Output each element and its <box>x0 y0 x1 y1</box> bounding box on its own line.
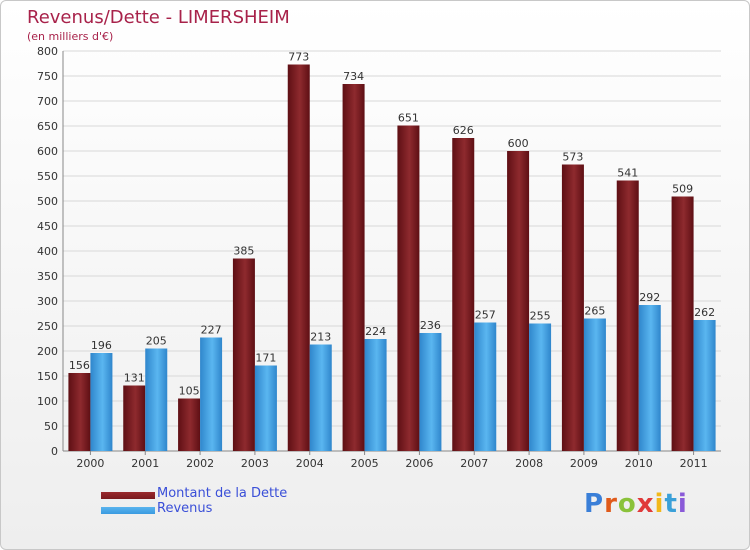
data-label: 196 <box>91 339 112 352</box>
data-label: 171 <box>255 352 276 365</box>
bar-dette <box>232 258 255 451</box>
y-tick-label: 50 <box>44 420 58 433</box>
y-tick-label: 600 <box>37 145 58 158</box>
x-tick-label: 2004 <box>296 457 324 470</box>
data-label: 156 <box>69 359 90 372</box>
data-label: 131 <box>124 372 145 385</box>
data-label: 573 <box>562 151 583 164</box>
legend-label-dette: Montant de la Dette <box>157 486 288 501</box>
bar-dette <box>397 125 420 451</box>
data-label: 626 <box>453 124 474 137</box>
chart-title: Revenus/Dette - LIMERSHEIM <box>27 7 290 28</box>
data-label: 773 <box>288 51 309 64</box>
y-tick-label: 100 <box>37 395 58 408</box>
y-tick-label: 450 <box>37 220 58 233</box>
chart-subtitle: (en milliers d'€) <box>27 30 114 43</box>
logo-letter: o <box>617 489 637 519</box>
bar-revenus <box>364 339 387 451</box>
bar-dette <box>178 398 201 451</box>
x-tick-label: 2000 <box>76 457 104 470</box>
logo-letter: r <box>604 489 618 519</box>
data-label: 600 <box>508 137 529 150</box>
bar-dette <box>671 196 694 451</box>
bar-revenus <box>474 322 497 451</box>
bar-chart: 0 50 100 150 200 250 300 350 400 450 500 550 600 650 7… <box>37 45 721 470</box>
y-tick-label: 750 <box>37 70 58 83</box>
x-tick-label: 2005 <box>351 457 379 470</box>
x-tick-label: 2011 <box>680 457 708 470</box>
bar-revenus <box>419 333 442 451</box>
data-label: 265 <box>584 305 605 318</box>
data-label: 227 <box>201 324 222 337</box>
bar-revenus <box>145 348 168 451</box>
data-label: 255 <box>530 310 551 323</box>
y-tick-label: 250 <box>37 320 58 333</box>
x-tick-label: 2006 <box>405 457 433 470</box>
y-tick-label: 800 <box>37 45 58 58</box>
data-label: 205 <box>146 335 167 348</box>
logo-letter: P <box>584 489 605 519</box>
bar-revenus <box>254 365 277 451</box>
bar-dette <box>616 180 639 451</box>
y-tick-label: 150 <box>37 370 58 383</box>
logo-letter: t <box>664 489 678 519</box>
y-tick-label: 200 <box>37 345 58 358</box>
data-label: 651 <box>398 112 419 125</box>
bar-dette <box>287 64 310 451</box>
bar-revenus <box>529 323 552 451</box>
bar-dette <box>561 164 584 451</box>
data-label: 257 <box>475 309 496 322</box>
data-label: 105 <box>179 385 200 398</box>
x-tick-label: 2001 <box>131 457 159 470</box>
bar-dette <box>68 373 91 451</box>
bar-revenus <box>693 320 716 451</box>
bar-dette <box>507 151 530 451</box>
y-tick-label: 650 <box>37 120 58 133</box>
bar-revenus <box>583 318 606 451</box>
x-tick-label: 2008 <box>515 457 543 470</box>
bar-revenus <box>200 337 223 451</box>
data-label: 509 <box>672 183 693 196</box>
y-tick-label: 350 <box>37 270 58 283</box>
y-tick-label: 300 <box>37 295 58 308</box>
bar-dette <box>123 385 146 451</box>
logo-letter: x <box>636 489 655 519</box>
y-tick-label: 0 <box>51 445 58 458</box>
x-tick-label: 2009 <box>570 457 598 470</box>
y-tick-label: 700 <box>37 95 58 108</box>
bar-dette <box>342 84 365 451</box>
bar-revenus <box>309 344 332 451</box>
y-tick-label: 400 <box>37 245 58 258</box>
proxiti-logo: Proxiti <box>584 489 688 519</box>
legend-swatch-dette <box>101 492 155 499</box>
data-label: 224 <box>365 325 386 338</box>
y-tick-label: 500 <box>37 195 58 208</box>
data-label: 236 <box>420 319 441 332</box>
data-label: 292 <box>639 291 660 304</box>
x-tick-label: 2003 <box>241 457 269 470</box>
data-label: 734 <box>343 70 364 83</box>
legend-label-revenus: Revenus <box>157 501 213 516</box>
logo-letter: i <box>677 489 688 519</box>
bar-dette <box>452 138 475 451</box>
data-label: 541 <box>617 167 638 180</box>
data-label: 213 <box>310 331 331 344</box>
x-tick-label: 2010 <box>625 457 653 470</box>
logo-letter: i <box>654 489 665 519</box>
y-tick-label: 550 <box>37 170 58 183</box>
bar-revenus <box>638 305 661 451</box>
x-tick-label: 2007 <box>460 457 488 470</box>
data-label: 262 <box>694 306 715 319</box>
x-tick-label: 2002 <box>186 457 214 470</box>
legend-swatch-revenus <box>101 507 155 514</box>
data-label: 385 <box>233 245 254 258</box>
bar-revenus <box>90 353 113 451</box>
